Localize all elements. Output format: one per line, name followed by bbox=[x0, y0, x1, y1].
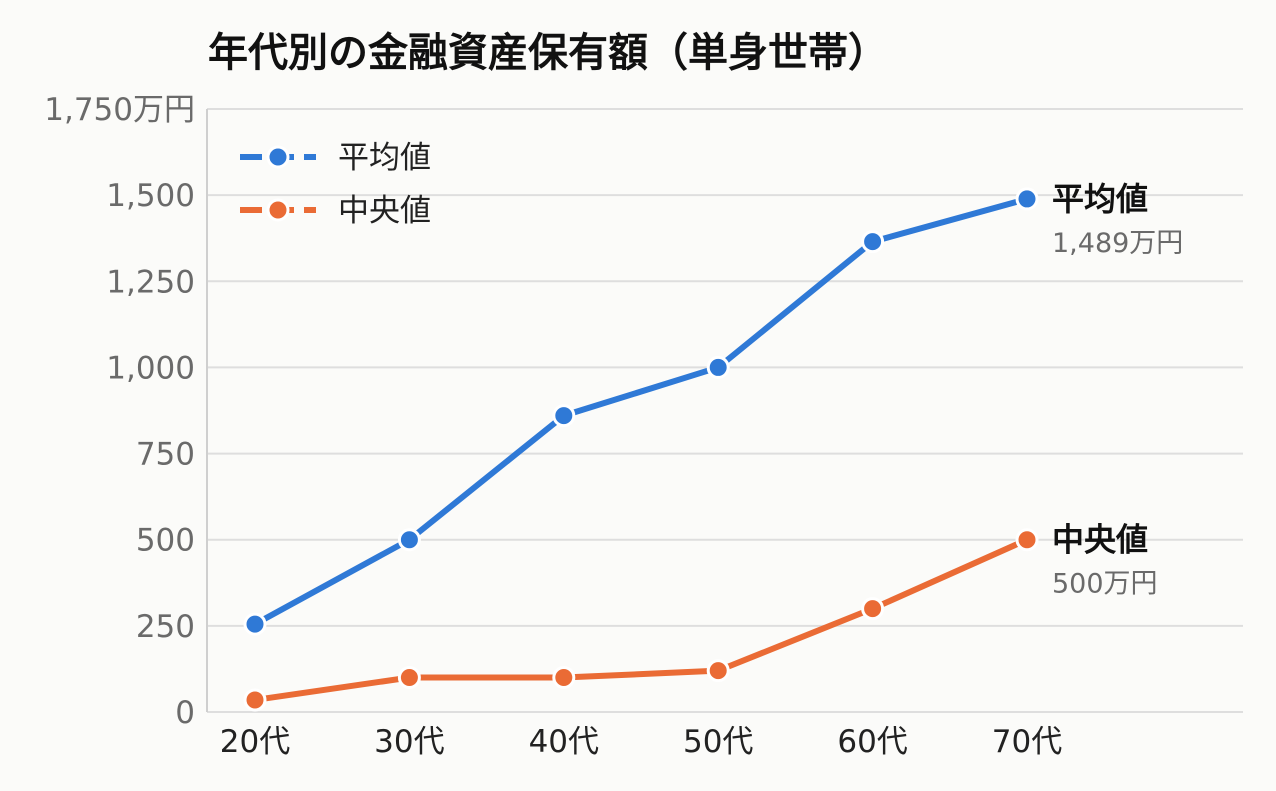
x-tick-label: 70代 bbox=[992, 724, 1062, 760]
end-label-name: 平均値 bbox=[1052, 180, 1148, 218]
x-axis-ticks: 20代 30代 40代 50代 60代 70代 bbox=[220, 724, 1062, 760]
data-point bbox=[397, 528, 421, 552]
x-tick-label: 60代 bbox=[837, 724, 907, 760]
y-tick-label: 750 bbox=[136, 437, 195, 473]
data-point bbox=[1015, 187, 1039, 211]
x-tick-label: 50代 bbox=[683, 724, 753, 760]
end-label-value: 500万円 bbox=[1052, 569, 1158, 600]
x-tick-label: 20代 bbox=[220, 724, 290, 760]
data-point bbox=[552, 666, 576, 690]
data-point bbox=[861, 597, 885, 621]
y-tick-label: 1,250 bbox=[106, 264, 195, 300]
data-point bbox=[243, 688, 267, 712]
legend-swatch-marker bbox=[266, 198, 290, 222]
data-point bbox=[706, 659, 730, 683]
y-tick-label: 1,500 bbox=[106, 178, 195, 214]
data-point bbox=[397, 666, 421, 690]
series-line-0 bbox=[252, 195, 1030, 628]
y-axis-ticks: 0 250 500 750 1,000 1,250 1,500 1,750万円 bbox=[44, 92, 195, 731]
y-tick-label: 500 bbox=[136, 523, 195, 559]
data-point bbox=[552, 404, 576, 428]
end-label-value: 1,489万円 bbox=[1052, 228, 1183, 259]
y-tick-label: 0 bbox=[175, 695, 195, 731]
chart-title: 年代別の金融資産保有額（単身世帯） bbox=[208, 30, 888, 76]
x-tick-label: 40代 bbox=[529, 724, 599, 760]
data-point bbox=[861, 230, 885, 254]
legend-label: 平均値 bbox=[338, 140, 431, 176]
series-line-1 bbox=[252, 536, 1030, 703]
end-label-name: 中央値 bbox=[1052, 521, 1148, 559]
legend-label: 中央値 bbox=[338, 193, 431, 229]
data-point bbox=[243, 612, 267, 636]
series-group bbox=[243, 187, 1039, 712]
data-point bbox=[706, 355, 730, 379]
y-tick-label: 250 bbox=[136, 609, 195, 645]
data-point bbox=[1015, 528, 1039, 552]
x-tick-label: 30代 bbox=[374, 724, 444, 760]
legend-swatch-marker bbox=[266, 145, 290, 169]
y-tick-label: 1,000 bbox=[106, 350, 195, 386]
y-tick-label: 1,750万円 bbox=[44, 92, 195, 128]
